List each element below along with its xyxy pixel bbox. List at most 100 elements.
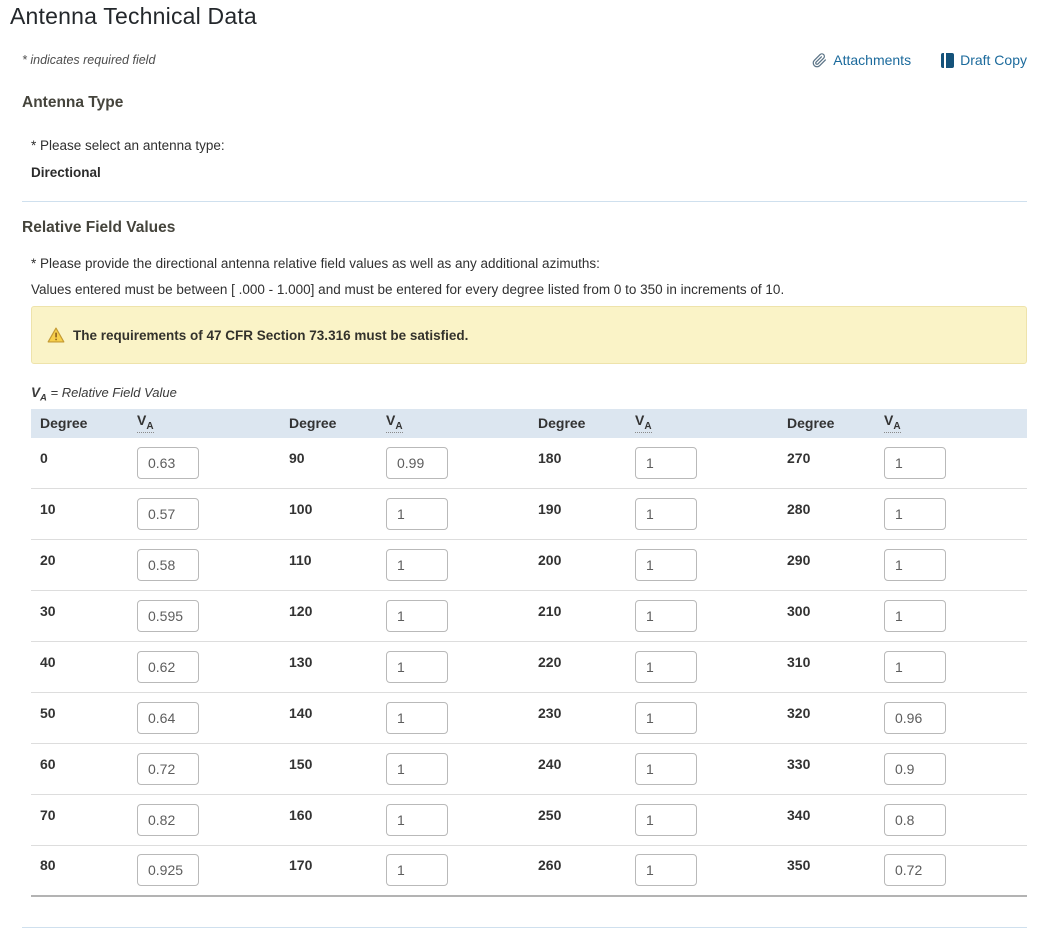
degree-label-340: 340 <box>778 807 884 823</box>
degree-label-310: 310 <box>778 654 884 670</box>
table-body: 0901802701010019028020110200290301202103… <box>31 438 1027 897</box>
va-input-120[interactable] <box>386 600 448 632</box>
degree-label-170: 170 <box>280 857 386 873</box>
degree-label-190: 190 <box>529 501 635 517</box>
required-note: * indicates required field <box>22 53 155 67</box>
va-input-90[interactable] <box>386 447 448 479</box>
va-input-180[interactable] <box>635 447 697 479</box>
header-group: DegreeVA <box>31 413 280 433</box>
degree-cell-group: 160 <box>280 804 529 836</box>
degree-label-180: 180 <box>529 450 635 466</box>
degree-cell-group: 210 <box>529 600 778 632</box>
va-input-100[interactable] <box>386 498 448 530</box>
va-input-0[interactable] <box>137 447 199 479</box>
degree-label-120: 120 <box>280 603 386 619</box>
degree-label-90: 90 <box>280 450 386 466</box>
va-input-110[interactable] <box>386 549 448 581</box>
va-input-290[interactable] <box>884 549 946 581</box>
va-column-header[interactable]: VA <box>386 413 403 433</box>
degree-cell-group: 120 <box>280 600 529 632</box>
va-input-320[interactable] <box>884 702 946 734</box>
antenna-type-heading: Antenna Type <box>22 94 1053 112</box>
degree-cell-group: 340 <box>778 804 1027 836</box>
degree-label-20: 20 <box>31 552 137 568</box>
va-column-header[interactable]: VA <box>137 413 154 433</box>
warning-icon <box>47 327 65 343</box>
table-row: 50140230320 <box>31 693 1027 744</box>
va-input-30[interactable] <box>137 600 199 632</box>
degree-label-280: 280 <box>778 501 884 517</box>
va-column-header[interactable]: VA <box>635 413 652 433</box>
degree-column-header: Degree <box>529 415 635 431</box>
va-input-340[interactable] <box>884 804 946 836</box>
va-input-270[interactable] <box>884 447 946 479</box>
relative-field-prompt: * Please provide the directional antenna… <box>31 256 1053 271</box>
warning-banner: The requirements of 47 CFR Section 73.31… <box>31 306 1027 364</box>
va-input-310[interactable] <box>884 651 946 683</box>
antenna-type-value: Directional <box>31 165 1053 180</box>
degree-cell-group: 60 <box>31 753 280 785</box>
degree-label-290: 290 <box>778 552 884 568</box>
va-input-240[interactable] <box>635 753 697 785</box>
degree-cell-group: 50 <box>31 702 280 734</box>
degree-cell-group: 350 <box>778 854 1027 886</box>
degree-label-100: 100 <box>280 501 386 517</box>
table-row: 80 170 260350 <box>31 846 1027 897</box>
draft-copy-link[interactable]: Draft Copy <box>941 52 1027 68</box>
degree-cell-group: 200 <box>529 549 778 581</box>
va-input-170[interactable] <box>386 854 448 886</box>
va-input-250[interactable] <box>635 804 697 836</box>
degree-label-80: 80 <box>31 857 137 873</box>
va-column-header[interactable]: VA <box>884 413 901 433</box>
va-input-210[interactable] <box>635 600 697 632</box>
va-input-200[interactable] <box>635 549 697 581</box>
attachments-link[interactable]: Attachments <box>812 52 911 68</box>
degree-cell-group: 270 <box>778 447 1027 479</box>
degree-cell-group: 170 <box>280 854 529 886</box>
va-input-190[interactable] <box>635 498 697 530</box>
va-input-300[interactable] <box>884 600 946 632</box>
degree-label-60: 60 <box>31 756 137 772</box>
degree-cell-group: 310 <box>778 651 1027 683</box>
degree-label-240: 240 <box>529 756 635 772</box>
degree-label-140: 140 <box>280 705 386 721</box>
degree-label-30: 30 <box>31 603 137 619</box>
page-title: Antenna Technical Data <box>10 3 1053 30</box>
va-input-160[interactable] <box>386 804 448 836</box>
va-input-280[interactable] <box>884 498 946 530</box>
va-legend-text: = Relative Field Value <box>51 385 177 400</box>
degree-label-150: 150 <box>280 756 386 772</box>
header-group: DegreeVA <box>778 413 1027 433</box>
degree-cell-group: 110 <box>280 549 529 581</box>
degree-cell-group: 150 <box>280 753 529 785</box>
va-input-130[interactable] <box>386 651 448 683</box>
va-input-40[interactable] <box>137 651 199 683</box>
degree-cell-group: 10 <box>31 498 280 530</box>
section-divider <box>22 201 1027 202</box>
va-input-70[interactable] <box>137 804 199 836</box>
antenna-type-prompt: * Please select an antenna type: <box>31 138 1053 153</box>
degree-cell-group: 80 <box>31 854 280 886</box>
va-input-330[interactable] <box>884 753 946 785</box>
degree-label-160: 160 <box>280 807 386 823</box>
va-input-50[interactable] <box>137 702 199 734</box>
va-input-230[interactable] <box>635 702 697 734</box>
va-input-140[interactable] <box>386 702 448 734</box>
degree-cell-group: 40 <box>31 651 280 683</box>
relative-field-instructions: Values entered must be between [ .000 - … <box>31 282 1053 297</box>
va-input-350[interactable] <box>884 854 946 886</box>
va-input-260[interactable] <box>635 854 697 886</box>
va-input-10[interactable] <box>137 498 199 530</box>
degree-cell-group: 300 <box>778 600 1027 632</box>
relative-field-heading: Relative Field Values <box>22 219 1053 237</box>
va-input-150[interactable] <box>386 753 448 785</box>
va-input-80[interactable] <box>137 854 199 886</box>
degree-cell-group: 260 <box>529 854 778 886</box>
degree-label-10: 10 <box>31 501 137 517</box>
table-header: DegreeVADegreeVADegreeVADegreeVA <box>31 409 1027 438</box>
va-input-220[interactable] <box>635 651 697 683</box>
va-input-20[interactable] <box>137 549 199 581</box>
top-links: Attachments Draft Copy <box>812 52 1027 68</box>
degree-cell-group: 140 <box>280 702 529 734</box>
va-input-60[interactable] <box>137 753 199 785</box>
